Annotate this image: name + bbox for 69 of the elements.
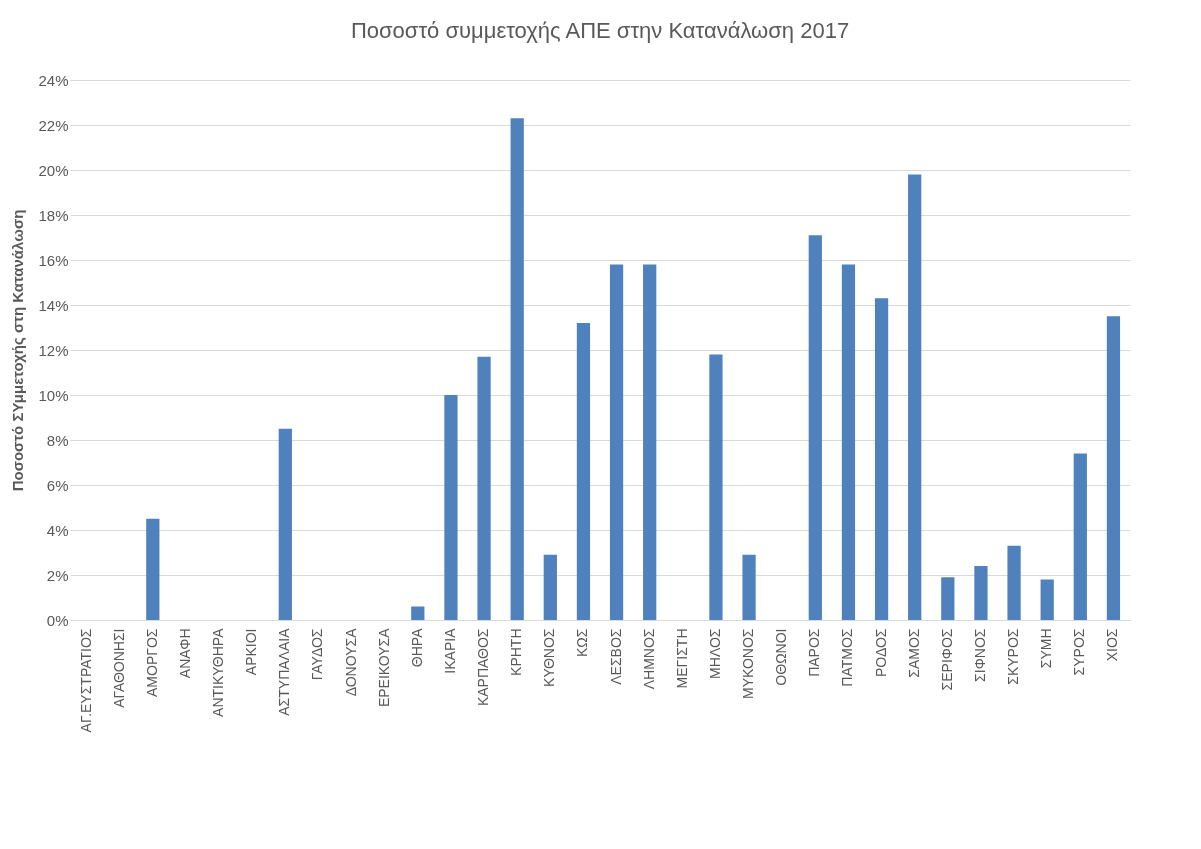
x-tick-label: ΜΥΚΟΝΟΣ <box>740 628 757 699</box>
x-tick-label: ΣΙΦΝΟΣ <box>971 628 988 682</box>
bar <box>278 428 292 620</box>
x-tick-label: ΚΑΡΠΑΘΟΣ <box>475 628 492 707</box>
x-tick-label: ΛΕΣΒΟΣ <box>607 628 624 685</box>
y-tick-label: 20% <box>38 161 69 179</box>
chart-title: Ποσοστό συμμετοχής ΑΠΕ στην Κατανάλωση 2017 <box>350 18 850 43</box>
bar <box>146 518 160 620</box>
x-tick-label: ΜΗΛΟΣ <box>706 628 723 679</box>
bar <box>1040 579 1054 620</box>
bar <box>1007 545 1021 620</box>
bar <box>510 118 524 620</box>
bar <box>841 264 856 620</box>
bar <box>709 354 723 620</box>
x-tick-label: ΑΣΤΥΠΑΛΑΙΑ <box>276 627 293 716</box>
x-tick-label: ΣΚΥΡΟΣ <box>1005 628 1022 685</box>
x-tick-label: ΣΕΡΙΦΟΣ <box>938 628 955 691</box>
bar <box>543 554 557 620</box>
bar <box>609 264 624 620</box>
x-tick-label: ΑΝΤΙΚΥΘΗΡΑ <box>210 627 227 717</box>
x-tick-label: ΚΩΣ <box>574 628 591 657</box>
x-tick-label: ΘΗΡΑ <box>408 627 425 668</box>
x-tick-label: ΟΘΩΝΟΙ <box>773 628 790 686</box>
bar <box>808 235 822 620</box>
y-tick-label: 22% <box>38 116 69 134</box>
bar <box>941 577 955 620</box>
bar <box>411 606 425 620</box>
x-tick-label: ΛΗΜΝΟΣ <box>640 628 657 690</box>
y-tick-label: 8% <box>46 431 69 449</box>
x-tick-label: ΑΓ.ΕΥΣΤΡΑΤΙΟΣ <box>77 628 94 733</box>
x-tick-label: ΕΡΕΙΚΟΥΣΑ <box>375 627 392 708</box>
x-tick-label: ΑΡΚΙΟΙ <box>243 628 260 676</box>
x-tick-label: ΧΙΟΣ <box>1104 628 1121 662</box>
x-tick-label: ΡΟΔΟΣ <box>872 628 889 678</box>
x-tick-label: ΔΟΝΟΥΣΑ <box>342 627 359 697</box>
y-tick-label: 24% <box>38 71 69 89</box>
y-tick-label: 12% <box>38 341 69 359</box>
x-tick-label: ΣΥΜΗ <box>1038 628 1055 669</box>
y-tick-label: 4% <box>46 521 69 539</box>
x-tick-label: ΓΑΥΔΟΣ <box>309 628 326 681</box>
x-tick-label: ΣΑΜΟΣ <box>905 628 922 678</box>
x-tick-label: ΑΓΑΘΟΝΗΣΙ <box>110 628 127 708</box>
x-tick-label: ΜΕΓΙΣΤΗ <box>673 628 690 689</box>
bar <box>908 174 922 620</box>
bar <box>1073 453 1087 620</box>
x-tick-label: ΣΥΡΟΣ <box>1071 628 1088 676</box>
y-tick-label: 10% <box>38 386 69 404</box>
bar <box>742 554 756 620</box>
y-tick-label: 14% <box>38 296 69 314</box>
x-tick-label: ΑΝΑΦΗ <box>176 628 193 679</box>
y-tick-label: 18% <box>38 206 69 224</box>
bar <box>974 566 988 620</box>
x-tick-label: ΚΡΗΤΗ <box>508 628 525 676</box>
y-tick-label: 16% <box>38 251 69 269</box>
bar <box>1106 316 1121 620</box>
bar <box>477 356 491 620</box>
x-tick-label: ΑΜΟΡΓΟΣ <box>143 628 160 697</box>
x-tick-label: ΠΑΡΟΣ <box>806 628 823 677</box>
x-tick-label: ΚΥΘΝΟΣ <box>541 628 558 687</box>
y-tick-label: 2% <box>46 566 69 584</box>
y-axis-title: Ποσοστό ΣΥμμετοχής στη Κατανάλωση <box>9 209 27 492</box>
y-tick-label: 0% <box>46 611 69 629</box>
bar <box>643 264 657 620</box>
x-tick-label: ΠΑΤΜΟΣ <box>839 628 856 687</box>
x-tick-label: ΙΚΑΡΙΑ <box>441 627 458 674</box>
bar <box>576 323 591 620</box>
bar <box>444 395 458 620</box>
bar <box>874 298 889 620</box>
y-tick-label: 6% <box>46 476 69 494</box>
